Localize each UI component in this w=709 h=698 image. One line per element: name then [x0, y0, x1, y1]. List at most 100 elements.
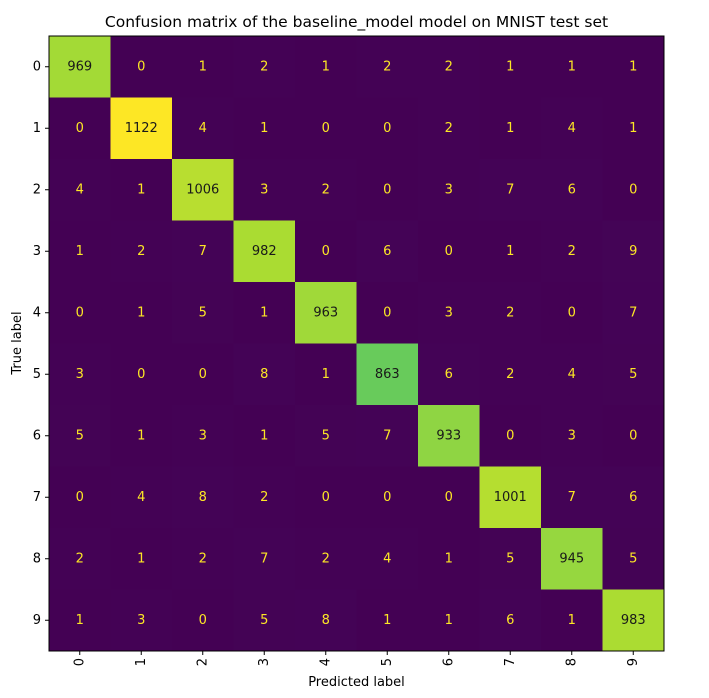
heatmap-cell-4-5 [356, 282, 419, 344]
heatmap-cell-0-3 [233, 36, 296, 98]
heatmap-cell-1-3 [233, 97, 296, 160]
heatmap-cell-1-0 [49, 97, 111, 160]
heatmap-cell-5-0 [49, 343, 111, 406]
y-axis-label: True label [10, 311, 25, 375]
cell-value-0-4: 1 [322, 59, 330, 74]
heatmap-cell-8-8 [541, 528, 603, 590]
cell-value-4-9: 7 [629, 305, 637, 320]
heatmap-cell-9-2 [172, 589, 234, 652]
heatmap-cell-4-6 [418, 282, 480, 344]
cell-value-5-4: 1 [322, 367, 330, 382]
cell-value-3-7: 1 [506, 244, 514, 259]
heatmap-cell-7-1 [110, 466, 173, 529]
y-tick-label-4: 4 [33, 305, 41, 320]
heatmap-cell-6-9 [602, 405, 665, 467]
cell-value-8-1: 1 [137, 551, 145, 566]
cell-value-6-1: 1 [137, 428, 145, 443]
cell-value-6-5: 7 [383, 428, 391, 443]
heatmap-cell-3-1 [110, 220, 173, 283]
heatmap-cell-4-2 [172, 282, 234, 344]
cell-value-1-1: 1122 [125, 121, 158, 136]
cell-value-8-6: 1 [445, 551, 453, 566]
heatmap-cell-8-7 [479, 528, 542, 590]
y-tick-label-2: 2 [33, 182, 41, 197]
y-axis: 0 1 2 3 4 5 6 7 8 9 [33, 59, 49, 628]
cell-value-6-3: 1 [260, 428, 268, 443]
heatmap-cell-2-6 [418, 159, 480, 221]
cell-value-1-4: 0 [322, 121, 330, 136]
cell-value-5-3: 8 [260, 367, 268, 382]
cell-value-7-2: 8 [199, 490, 207, 505]
heatmap-cell-1-7 [479, 97, 542, 160]
cell-value-2-3: 3 [260, 182, 268, 197]
cell-value-3-1: 2 [137, 244, 145, 259]
cell-value-7-4: 0 [322, 490, 330, 505]
heatmap-cell-7-0 [49, 466, 111, 529]
cell-value-8-3: 7 [260, 551, 268, 566]
cell-value-9-8: 1 [568, 613, 576, 628]
cell-value-7-1: 4 [137, 490, 145, 505]
heatmap-cell-5-1 [110, 343, 173, 406]
heatmap-cell-2-9 [602, 159, 665, 221]
cell-value-8-4: 2 [322, 551, 330, 566]
heatmap-cell-8-3 [233, 528, 296, 590]
heatmap-cell-4-4 [295, 282, 357, 344]
cell-value-0-7: 1 [506, 59, 514, 74]
cell-value-5-5: 863 [375, 367, 400, 382]
heatmap-cell-6-2 [172, 405, 234, 467]
cell-value-9-2: 0 [199, 613, 207, 628]
heatmap-cell-3-6 [418, 220, 480, 283]
heatmap-cell-4-9 [602, 282, 665, 344]
heatmap-cell-2-1 [110, 159, 173, 221]
heatmap-cell-6-0 [49, 405, 111, 467]
cell-value-6-8: 3 [568, 428, 576, 443]
heatmap-cell-2-3 [233, 159, 296, 221]
heatmap-cell-9-5 [356, 589, 419, 652]
cell-value-5-8: 4 [568, 367, 576, 382]
cell-value-4-1: 1 [137, 305, 145, 320]
heatmap-cell-6-3 [233, 405, 296, 467]
heatmap-cell-1-9 [602, 97, 665, 160]
y-tick-label-6: 6 [33, 428, 41, 443]
heatmap-cell-8-2 [172, 528, 234, 590]
cell-value-5-9: 5 [629, 367, 637, 382]
heatmap-cells: 969 0 1 2 1 2 2 1 1 10 1122 4 1 0 0 2 1 4 14 1 1006 3 2 0 3 7 6 01 2… [49, 36, 665, 652]
cell-value-1-7: 1 [506, 121, 514, 136]
x-tick-label-7: 7 [503, 658, 518, 666]
heatmap-cell-4-3 [233, 282, 296, 344]
cell-value-0-1: 0 [137, 59, 145, 74]
heatmap-cell-6-1 [110, 405, 173, 467]
cell-value-6-0: 5 [76, 428, 84, 443]
heatmap-cell-6-5 [356, 405, 419, 467]
heatmap-cell-1-2 [172, 97, 234, 160]
heatmap-cell-2-5 [356, 159, 419, 221]
cell-value-4-4: 963 [313, 305, 338, 320]
cell-value-0-3: 2 [260, 59, 268, 74]
cell-value-8-8: 945 [559, 551, 584, 566]
heatmap-cell-2-8 [541, 159, 603, 221]
cell-value-4-8: 0 [568, 305, 576, 320]
cell-value-9-6: 1 [445, 613, 453, 628]
heatmap-cell-4-0 [49, 282, 111, 344]
cell-value-8-2: 2 [199, 551, 207, 566]
y-tick-label-8: 8 [33, 551, 41, 566]
cell-value-8-0: 2 [76, 551, 84, 566]
x-tick-label-2: 2 [195, 658, 210, 666]
heatmap-cell-8-4 [295, 528, 357, 590]
heatmap-cell-5-4 [295, 343, 357, 406]
heatmap-cell-5-6 [418, 343, 480, 406]
cell-value-7-3: 2 [260, 490, 268, 505]
heatmap-cell-9-1 [110, 589, 173, 652]
heatmap-cell-0-5 [356, 36, 419, 98]
heatmap-cell-3-2 [172, 220, 234, 283]
heatmap-cell-9-6 [418, 589, 480, 652]
heatmap-cell-9-4 [295, 589, 357, 652]
x-tick-label-6: 6 [441, 658, 456, 666]
heatmap-cell-3-9 [602, 220, 665, 283]
heatmap-cell-5-9 [602, 343, 665, 406]
heatmap-cell-1-1 [110, 97, 173, 160]
heatmap-cell-5-8 [541, 343, 603, 406]
heatmap-cell-0-9 [602, 36, 665, 98]
heatmap-cell-0-2 [172, 36, 234, 98]
heatmap-cell-1-5 [356, 97, 419, 160]
